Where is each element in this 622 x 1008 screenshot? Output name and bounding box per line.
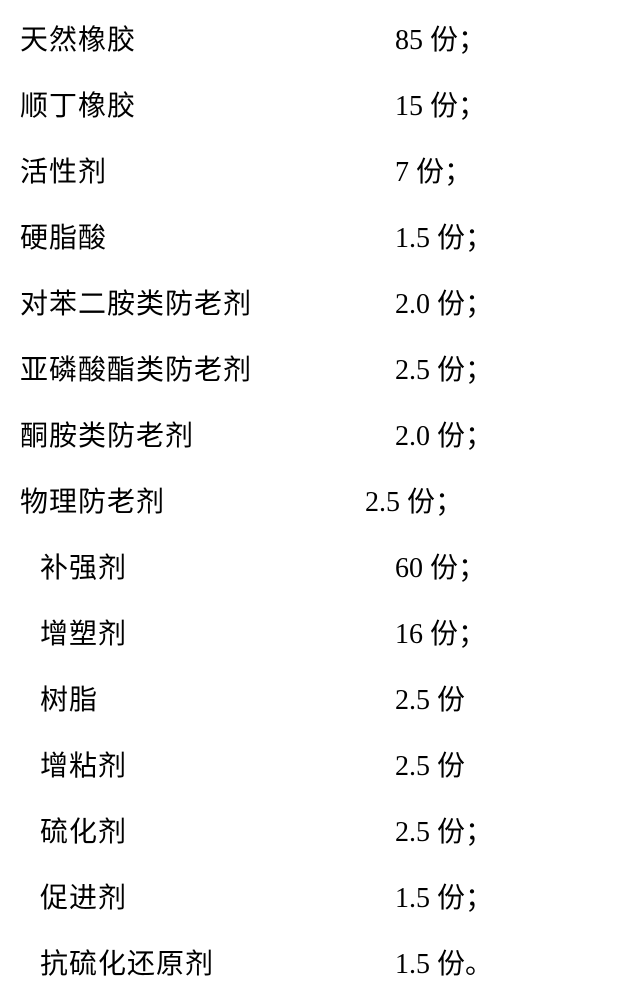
ingredient-value: 2.5 份； (365, 487, 463, 518)
ingredient-label: 活性剂 (20, 157, 107, 188)
ingredient-value: 2.0 份； (395, 421, 493, 452)
ingredient-label: 硬脂酸 (20, 223, 107, 254)
ingredient-value: 2.5 份 (395, 751, 465, 782)
ingredient-label: 对苯二胺类防老剂 (20, 289, 252, 320)
ingredient-row: 活性剂 7 份； (0, 150, 622, 216)
ingredient-row: 补强剂 60 份； (0, 546, 622, 612)
ingredient-value: 1.5 份。 (395, 949, 493, 980)
ingredient-value: 7 份； (395, 157, 472, 188)
ingredient-value: 2.5 份； (395, 355, 493, 386)
ingredient-label: 增塑剂 (40, 619, 127, 650)
ingredient-row: 顺丁橡胶 15 份； (0, 84, 622, 150)
ingredient-label: 增粘剂 (40, 751, 127, 782)
ingredient-value: 2.5 份 (395, 685, 465, 716)
ingredient-row: 天然橡胶 85 份； (0, 18, 622, 84)
ingredient-label: 酮胺类防老剂 (20, 421, 194, 452)
ingredient-label: 亚磷酸酯类防老剂 (20, 355, 252, 386)
ingredient-label: 天然橡胶 (20, 25, 136, 56)
ingredient-row: 对苯二胺类防老剂 2.0 份； (0, 282, 622, 348)
ingredient-row: 抗硫化还原剂 1.5 份。 (0, 942, 622, 1008)
ingredient-row: 树脂 2.5 份 (0, 678, 622, 744)
ingredient-label: 补强剂 (40, 553, 127, 584)
ingredient-label: 顺丁橡胶 (20, 91, 136, 122)
ingredient-row: 亚磷酸酯类防老剂 2.5 份； (0, 348, 622, 414)
ingredient-row: 硫化剂 2.5 份； (0, 810, 622, 876)
ingredient-value: 15 份； (395, 91, 486, 122)
ingredient-value: 60 份； (395, 553, 486, 584)
ingredient-row: 促进剂 1.5 份； (0, 876, 622, 942)
ingredients-list: 天然橡胶 85 份； 顺丁橡胶 15 份； 活性剂 7 份； 硬脂酸 1.5 份； 对苯二胺类防… (0, 0, 622, 1000)
ingredient-value: 1.5 份； (395, 883, 493, 914)
ingredient-row: 酮胺类防老剂 2.0 份； (0, 414, 622, 480)
ingredient-value: 16 份； (395, 619, 486, 650)
ingredient-row: 硬脂酸 1.5 份； (0, 216, 622, 282)
ingredient-label: 促进剂 (40, 883, 127, 914)
ingredient-label: 树脂 (40, 685, 98, 716)
ingredient-value: 85 份； (395, 25, 486, 56)
ingredient-value: 1.5 份； (395, 223, 493, 254)
ingredient-value: 2.5 份； (395, 817, 493, 848)
ingredient-row: 增塑剂 16 份； (0, 612, 622, 678)
ingredient-row: 增粘剂 2.5 份 (0, 744, 622, 810)
ingredient-row: 物理防老剂 2.5 份； (0, 480, 622, 546)
ingredient-label: 物理防老剂 (20, 487, 165, 518)
ingredient-value: 2.0 份； (395, 289, 493, 320)
ingredient-label: 抗硫化还原剂 (40, 949, 214, 980)
ingredient-label: 硫化剂 (40, 817, 127, 848)
